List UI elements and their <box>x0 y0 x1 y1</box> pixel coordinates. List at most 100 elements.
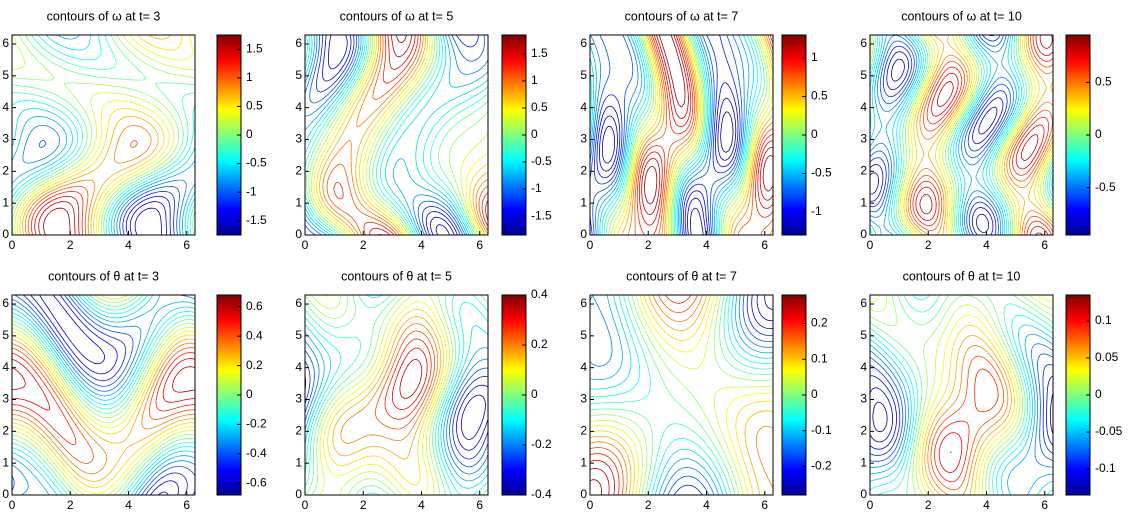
y-tick-label: 3 <box>580 392 587 406</box>
contour-line <box>589 294 774 496</box>
x-tick-label: 4 <box>418 498 425 512</box>
contour-line <box>901 34 1054 236</box>
contour-line <box>375 330 435 430</box>
colorbar-tick-label: 0.5 <box>531 100 548 114</box>
contour-line <box>340 323 439 444</box>
y-tick-label: 5 <box>295 328 302 342</box>
colorbar-tick-label: -0.5 <box>246 156 267 170</box>
y-tick-label: 2 <box>580 424 587 438</box>
y-tick-label: 1 <box>580 455 587 469</box>
contour-line <box>11 347 196 464</box>
contour-line <box>869 294 1054 496</box>
contour-line <box>16 34 193 236</box>
contour-line <box>927 345 1009 496</box>
contour-line <box>11 294 196 496</box>
contour-line <box>930 355 1005 491</box>
contour-line <box>589 294 774 496</box>
y-tick-label: 5 <box>2 68 9 82</box>
x-tick-label: 0 <box>867 498 874 512</box>
contour-line <box>589 294 774 496</box>
y-tick-label: 6 <box>295 296 302 310</box>
y-tick-label: 5 <box>2 328 9 342</box>
colorbar-tick-label: -0.2 <box>246 417 267 431</box>
contour-line <box>11 294 196 496</box>
colorbar-tick-label: -0.4 <box>246 446 267 460</box>
y-tick-label: 6 <box>295 36 302 50</box>
x-tick-label: 0 <box>9 498 16 512</box>
x-tick-label: 0 <box>302 238 309 252</box>
contour-line <box>903 34 1054 236</box>
contour-line <box>869 58 998 233</box>
contour-line <box>869 333 1054 496</box>
contour-line <box>391 347 428 410</box>
contour-line <box>322 34 489 236</box>
contour-line <box>11 334 196 489</box>
contour-line <box>304 294 489 496</box>
contour-line <box>589 479 602 496</box>
contour-line <box>311 294 450 496</box>
y-tick-label: 4 <box>295 100 302 114</box>
x-tick-label: 4 <box>125 498 132 512</box>
contour-line <box>395 34 407 44</box>
contour-line <box>869 364 1054 456</box>
x-tick-label: 2 <box>645 498 652 512</box>
contour-line <box>38 201 76 236</box>
colorbar-tick-label: 0.4 <box>531 287 548 301</box>
contour-line <box>869 34 1011 236</box>
contour-line <box>11 294 196 494</box>
contour-line <box>589 294 774 496</box>
contour-line <box>11 34 196 236</box>
contour-line <box>869 294 1054 496</box>
y-tick-label: 6 <box>580 36 587 50</box>
panel-title: contours of ω at t= 5 <box>340 9 454 23</box>
contour-line <box>589 460 615 496</box>
x-tick-label: 6 <box>1041 238 1048 252</box>
panel-title: contours of ω at t= 7 <box>625 9 739 23</box>
contour-line <box>589 294 774 496</box>
contour-line <box>11 34 196 236</box>
colorbar-tick-label: 0.5 <box>246 99 263 113</box>
x-tick-label: 6 <box>183 238 190 252</box>
y-tick-label: 0 <box>295 227 302 241</box>
x-tick-label: 6 <box>183 498 190 512</box>
y-tick-label: 5 <box>860 328 867 342</box>
x-tick-label: 0 <box>302 498 309 512</box>
colorbar-tick-label: 0.1 <box>811 351 828 365</box>
contour-line <box>304 34 489 236</box>
x-tick-label: 2 <box>360 238 367 252</box>
y-tick-label: 0 <box>295 487 302 501</box>
x-tick-label: 2 <box>925 238 932 252</box>
contour-line <box>869 34 1017 236</box>
contour-line <box>43 207 71 236</box>
contour-line <box>22 34 172 236</box>
contour-line <box>589 294 698 496</box>
y-tick-label: 3 <box>295 392 302 406</box>
contour-line <box>601 111 734 236</box>
plot-frame <box>589 34 774 236</box>
contour-line <box>613 34 773 236</box>
colorbar-tick-label: 0 <box>1095 387 1102 401</box>
y-tick-label: 2 <box>2 164 9 178</box>
contour-line <box>304 294 489 496</box>
contour-line <box>869 294 1054 496</box>
contour-line <box>872 401 888 433</box>
contour-line <box>636 34 774 236</box>
x-tick-label: 2 <box>360 498 367 512</box>
contour-line <box>912 34 1054 236</box>
y-tick-label: 5 <box>580 328 587 342</box>
contour-line <box>30 294 179 496</box>
contour-line <box>30 191 84 236</box>
contour-line <box>322 34 458 236</box>
y-tick-label: 4 <box>860 360 867 374</box>
contour-line <box>907 34 1054 236</box>
contour-line <box>644 34 774 205</box>
colorbar-tick-label: -0.1 <box>1095 461 1116 475</box>
contour-line <box>11 294 196 496</box>
y-tick-label: 3 <box>860 132 867 146</box>
y-tick-label: 3 <box>580 132 587 146</box>
contour-line <box>617 34 774 236</box>
colorbar-tick-label: 0 <box>246 387 253 401</box>
colorbar-tick-label: 1.5 <box>531 46 548 60</box>
x-tick-label: 6 <box>761 238 768 252</box>
colorbar-tick-label: 0.5 <box>1095 75 1112 89</box>
